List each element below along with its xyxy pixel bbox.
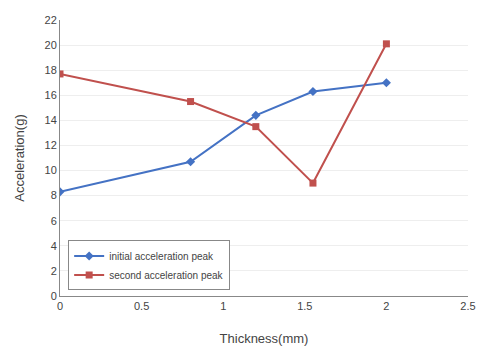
svg-text:10: 10: [45, 164, 57, 176]
svg-text:16: 16: [45, 89, 57, 101]
svg-text:2.5: 2.5: [460, 300, 475, 312]
svg-text:8: 8: [51, 189, 57, 201]
svg-text:12: 12: [45, 139, 57, 151]
svg-text:6: 6: [51, 215, 57, 227]
svg-text:18: 18: [45, 64, 57, 76]
svg-text:initial acceleration peak: initial acceleration peak: [109, 251, 214, 262]
svg-text:Acceleration(g): Acceleration(g): [12, 114, 27, 201]
svg-text:4: 4: [51, 240, 57, 252]
svg-text:1.5: 1.5: [297, 300, 312, 312]
svg-text:2: 2: [51, 265, 57, 277]
svg-text:14: 14: [45, 114, 57, 126]
svg-text:20: 20: [45, 39, 57, 51]
svg-text:0: 0: [57, 300, 63, 312]
svg-text:22: 22: [45, 14, 57, 26]
svg-text:Thickness(mm): Thickness(mm): [220, 331, 309, 346]
svg-text:1: 1: [220, 300, 226, 312]
svg-text:second acceleration peak: second acceleration peak: [109, 270, 223, 281]
svg-text:0: 0: [51, 290, 57, 302]
svg-text:0.5: 0.5: [134, 300, 149, 312]
svg-text:2: 2: [383, 300, 389, 312]
